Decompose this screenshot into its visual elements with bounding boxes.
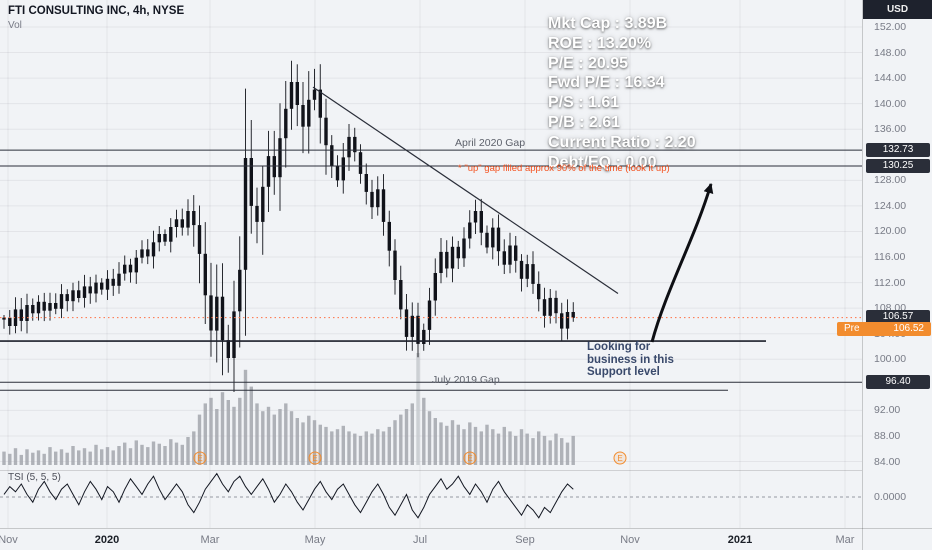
price-tick-label: 152.00 xyxy=(874,21,907,33)
time-axis-label: 2020 xyxy=(94,534,120,546)
price-tick-label: 124.00 xyxy=(874,199,907,212)
time-axis-label: Nov xyxy=(620,534,640,546)
price-tick-label: 100.00 xyxy=(874,353,907,366)
july-2019-gap-label[interactable]: July 2019 Gap xyxy=(432,374,500,386)
earnings-icon[interactable] xyxy=(613,451,627,465)
fundamentals-text-drawing[interactable]: Mkt Cap : 3.89B ROE : 13.20% P/E : 20.95… xyxy=(548,14,696,172)
stat-roe: ROE : 13.20% xyxy=(548,34,652,52)
volume-indicator-label[interactable]: Vol xyxy=(8,20,22,31)
support-level-note[interactable]: Looking for business in this Support lev… xyxy=(587,341,674,378)
stat-pe: P/E : 20.95 xyxy=(548,54,629,72)
time-axis-label: May xyxy=(304,534,326,546)
earnings-icon[interactable] xyxy=(308,451,322,465)
stat-mkt-cap: Mkt Cap : 3.89B xyxy=(548,15,668,32)
earnings-icon-letter: E xyxy=(617,454,622,463)
level-price-badge: 132.73 xyxy=(866,143,930,158)
stat-ps: P/S : 1.61 xyxy=(548,94,620,112)
stat-fwd-pe: Fwd P/E : 16.34 xyxy=(548,74,665,92)
price-tick-label: 112.00 xyxy=(874,276,906,289)
tsi-zero-tick-label: 0.0000 xyxy=(874,491,907,503)
descending-trendline[interactable] xyxy=(312,86,619,294)
volume-bars xyxy=(2,353,575,465)
grid-lines xyxy=(0,0,862,528)
currency-label: USD xyxy=(863,0,932,19)
gap-fill-note[interactable]: * "up" gap filled approx 90% of the time… xyxy=(458,163,670,174)
time-axis-label: Nov xyxy=(0,534,18,546)
symbol-title[interactable]: FTI CONSULTING INC, 4h, NYSE xyxy=(8,5,185,17)
pre-market-price-badge: Pre 106.52 xyxy=(837,321,931,336)
last-price-badge: 106.57 xyxy=(866,310,930,325)
earnings-icon-letter: E xyxy=(467,454,472,463)
level-price-badge: 96.40 xyxy=(866,375,930,390)
candlesticks xyxy=(2,60,575,392)
stat-pb: P/B : 2.61 xyxy=(548,113,621,131)
price-tick-label: 88.00 xyxy=(874,429,901,442)
level-price-badge: 130.25 xyxy=(866,158,930,173)
time-axis-label: 2021 xyxy=(727,534,753,546)
price-tick-label: 116.00 xyxy=(874,251,906,264)
earnings-icon[interactable] xyxy=(193,451,207,465)
up-arrow-drawing[interactable] xyxy=(650,183,714,343)
price-tick-label: 92.00 xyxy=(874,404,901,417)
time-axis-label: Mar xyxy=(200,534,220,546)
price-tick-label: 120.00 xyxy=(874,225,907,238)
price-tick-label: 136.00 xyxy=(874,123,907,136)
tsi-indicator-label[interactable]: TSI (5, 5, 5) xyxy=(8,472,61,483)
time-axis-label: Jul xyxy=(412,534,428,546)
price-tick-label: 144.00 xyxy=(874,72,907,85)
time-axis-label: Sep xyxy=(515,534,535,546)
price-tick-label: 148.00 xyxy=(874,46,907,59)
time-axis[interactable]: Nov 2020 Mar May Jul Sep Nov 2021 Mar xyxy=(0,528,932,550)
chart-pane[interactable]: E E E E FTI CONSULTING INC, 4h, NYSE Vol Mk… xyxy=(0,0,862,550)
tsi-indicator-plot xyxy=(0,472,862,519)
price-tick-label: 128.00 xyxy=(874,174,907,187)
earnings-icon-letter: E xyxy=(312,454,317,463)
price-axis[interactable]: USD 152.00 148.00 144.00 140.00 136.00 128.00… xyxy=(837,0,932,550)
trendline-and-arrow-drawings[interactable] xyxy=(312,86,714,343)
price-tick-label: 84.00 xyxy=(874,455,901,468)
horizontal-level-drawings[interactable] xyxy=(0,149,862,391)
price-tick-label: 140.00 xyxy=(874,97,907,110)
stat-debt-eq: Debt/EQ : 0.00 xyxy=(548,153,657,171)
april-2020-gap-label[interactable]: April 2020 Gap xyxy=(455,137,526,149)
earnings-icon-letter: E xyxy=(197,454,202,463)
stat-current-ratio: Current Ratio : 2.20 xyxy=(548,133,696,151)
earnings-icon[interactable] xyxy=(463,451,477,465)
time-axis-label: Mar xyxy=(835,534,855,546)
pane-separator[interactable] xyxy=(0,470,862,471)
